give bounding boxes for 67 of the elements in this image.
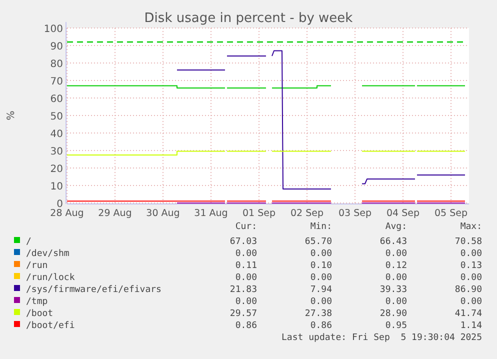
text: 67.03 (230, 237, 257, 247)
text: 41.74 (454, 309, 482, 319)
chart-title: Disk usage in percent - by week (144, 11, 354, 26)
legend-label: / (26, 237, 32, 247)
legend-label: /run/lock (26, 273, 76, 283)
x-tick-label: 30 Aug (146, 208, 180, 219)
y-tick-label: 10 (50, 182, 63, 192)
y-axis-title: % (6, 110, 17, 120)
y-tick-label: 0 (56, 199, 63, 210)
text: 0.00 (460, 297, 482, 307)
text: 0.95 (385, 321, 407, 331)
x-tick-label: 03 Sep (338, 208, 372, 219)
text: Last update: Fri Sep 5 19:30:04 2025 (282, 333, 482, 343)
x-tick-label: 05 Sep (434, 208, 468, 219)
text: 39.33 (380, 285, 407, 295)
text: 0.00 (235, 273, 257, 283)
text: 0.00 (310, 273, 332, 283)
text: 28.90 (380, 309, 407, 319)
legend-label: /tmp (26, 297, 48, 307)
text: 0.86 (310, 321, 332, 331)
text: 0.10 (310, 261, 332, 271)
legend-label: /boot (26, 309, 54, 319)
text: Avg: (385, 222, 407, 232)
text: 0.00 (385, 297, 407, 307)
text: 0.00 (235, 249, 257, 259)
y-tick-label: 40 (50, 129, 63, 140)
x-tick-label: 02 Sep (290, 208, 324, 219)
text: 7.94 (310, 285, 332, 295)
text: 27.38 (304, 309, 332, 319)
y-tick-label: 80 (50, 59, 63, 70)
text: 0.00 (235, 297, 257, 307)
text: 0.00 (385, 273, 407, 283)
y-tick-label: 90 (50, 42, 63, 52)
text: 0.11 (235, 261, 257, 271)
text: 66.43 (380, 237, 407, 247)
x-tick-label: 31 Aug (194, 208, 228, 219)
x-tick-label: 29 Aug (98, 208, 132, 219)
y-tick-label: 50 (50, 112, 63, 122)
text: 65.70 (304, 237, 332, 247)
text: 86.90 (454, 285, 482, 295)
text: Min: (310, 222, 332, 232)
text: 0.00 (460, 273, 482, 283)
y-tick-label: 60 (50, 94, 63, 105)
legend-label: /boot/efi (26, 321, 75, 331)
text: Cur: (235, 222, 257, 232)
text: 0.86 (235, 321, 257, 331)
y-tick-label: 100 (44, 24, 63, 35)
text: 21.83 (230, 285, 257, 295)
legend-label: /sys/firmware/efi/efivars (26, 285, 162, 295)
legend-label: /run (26, 261, 48, 271)
x-tick-label: 01 Sep (242, 208, 276, 219)
x-tick-label: 04 Sep (386, 208, 420, 219)
legend-label: /dev/shm (26, 249, 70, 259)
y-tick-label: 20 (50, 164, 63, 175)
text: 1.14 (460, 321, 482, 331)
text: 0.00 (310, 297, 332, 307)
y-tick-label: 70 (50, 76, 63, 88)
text: 0.00 (385, 249, 407, 259)
x-tick-label: 28 Aug (50, 208, 84, 219)
text: 29.57 (230, 309, 257, 319)
text: 0.12 (385, 261, 407, 271)
y-tick-label: 30 (50, 146, 63, 158)
text: 0.00 (310, 249, 332, 259)
text: 0.00 (460, 249, 482, 259)
text: Max: (460, 222, 482, 232)
text: 70.58 (454, 237, 482, 247)
text: 0.13 (460, 261, 482, 271)
